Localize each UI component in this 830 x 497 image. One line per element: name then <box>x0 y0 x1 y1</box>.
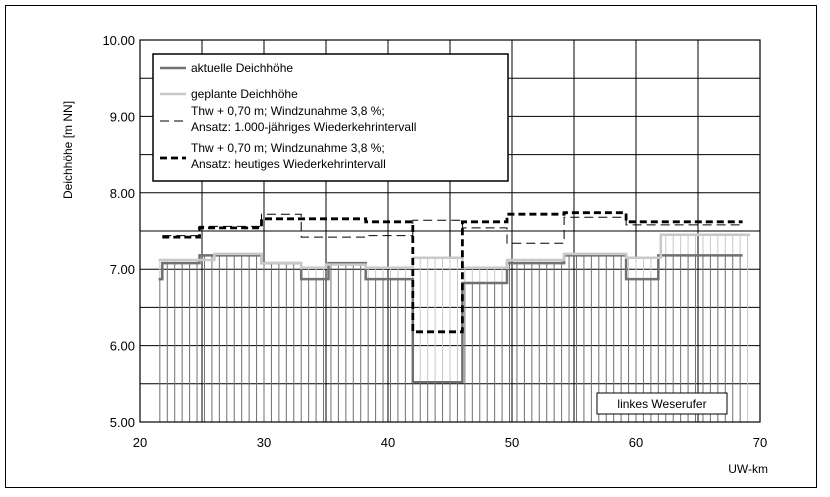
legend-label: Ansatz: heutiges Wiederkehrintervall <box>191 157 386 171</box>
x-tick-label: 20 <box>133 435 147 450</box>
x-tick-label: 40 <box>381 435 395 450</box>
series-line-2 <box>158 233 751 269</box>
chart-frame <box>5 5 817 488</box>
series-line-1 <box>158 254 743 384</box>
series-line-3 <box>162 213 743 244</box>
x-tick-label: 60 <box>629 435 643 450</box>
legend-label: Thw + 0,70 m; Windzunahme 3,8 %; <box>191 141 385 155</box>
legend-box <box>152 53 509 182</box>
annotation-box <box>596 392 728 415</box>
y-tick-label: 10.00 <box>102 33 135 48</box>
y-tick-label: 5.00 <box>110 415 135 430</box>
x-tick-label: 50 <box>505 435 519 450</box>
x-tick-label: 30 <box>257 435 271 450</box>
plot-border <box>139 39 761 423</box>
legend-label: geplante Deichhöhe <box>191 87 298 101</box>
series-line-4 <box>162 211 743 334</box>
y-tick-label: 6.00 <box>110 339 135 354</box>
annotation-label: linkes Weserufer <box>617 397 706 411</box>
x-axis-title: UW-km <box>728 462 768 476</box>
legend-label: Thw + 0,70 m; Windzunahme 3,8 %; <box>191 104 385 118</box>
y-tick-label: 7.00 <box>110 262 135 277</box>
legend: aktuelle Deichhöhe geplante Deichhöhe Thw … <box>152 53 509 182</box>
y-axis-title: Deichhöhe [m NN] <box>61 101 75 199</box>
legend-label: Ansatz: 1.000-jähriges Wiederkehrinterva… <box>191 120 416 134</box>
y-tick-label: 8.00 <box>110 186 135 201</box>
legend-label: aktuelle Deichhöhe <box>191 61 293 75</box>
x-tick-label: 70 <box>753 435 767 450</box>
y-tick-label: 9.00 <box>110 109 135 124</box>
